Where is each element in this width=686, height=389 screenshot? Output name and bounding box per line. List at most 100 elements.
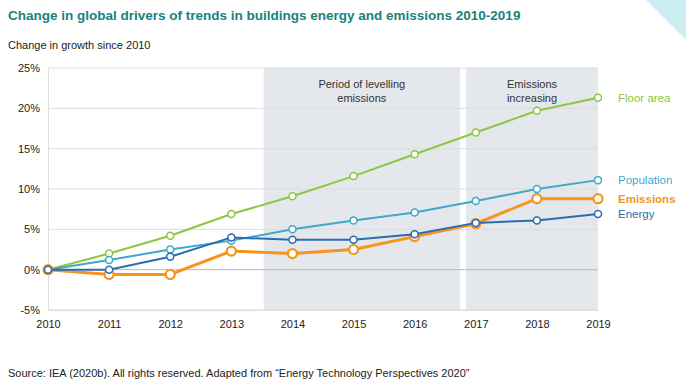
x-tick-label: 2014 <box>281 318 305 330</box>
x-tick-label: 2018 <box>525 318 549 330</box>
x-tick: 2017 <box>464 310 488 330</box>
x-tick-label: 2012 <box>158 318 182 330</box>
series-marker <box>45 266 52 273</box>
series-marker <box>289 236 296 243</box>
series-marker <box>288 249 297 258</box>
annotation-line: Period of levelling <box>318 78 405 90</box>
y-axis-label: Change in growth since 2010 <box>8 39 150 51</box>
series-marker <box>166 270 175 279</box>
y-tick-label: 25% <box>18 62 40 74</box>
y-tick: 5% <box>24 223 48 235</box>
series-marker <box>350 217 357 224</box>
source-note: Source: IEA (2020b). All rights reserved… <box>8 367 470 379</box>
series-marker <box>595 94 602 101</box>
series-marker <box>228 234 235 241</box>
grid-line <box>48 68 598 69</box>
x-tick: 2014 <box>281 310 305 330</box>
grid-line <box>48 229 598 230</box>
y-tick: 20% <box>18 102 48 114</box>
chart: Change in global drivers of trends in bu… <box>0 0 686 389</box>
series-marker <box>349 245 358 254</box>
grid-line <box>48 148 598 149</box>
x-tick-label: 2017 <box>464 318 488 330</box>
x-tick-label: 2019 <box>586 318 610 330</box>
corner-decoration <box>646 0 686 40</box>
y-tick-label: 10% <box>18 183 40 195</box>
series-marker <box>106 266 113 273</box>
y-tick: -5% <box>20 304 48 316</box>
x-tick-label: 2016 <box>403 318 427 330</box>
annotation-line: emissions <box>337 92 386 104</box>
x-tick: 2011 <box>98 310 122 330</box>
series-marker <box>472 129 479 136</box>
series-marker <box>167 253 174 260</box>
series-line <box>48 180 598 270</box>
x-tick: 2018 <box>525 310 549 330</box>
y-tick-label: 15% <box>18 143 40 155</box>
series-marker <box>471 219 480 228</box>
series-marker <box>472 198 479 205</box>
legend-label: Emissions <box>618 193 676 205</box>
grid-line <box>48 189 598 190</box>
series-marker <box>411 151 418 158</box>
annotation-line: increasing <box>507 92 557 104</box>
y-tick: 10% <box>18 183 48 195</box>
series-marker <box>350 236 357 243</box>
series-marker <box>167 246 174 253</box>
x-tick-label: 2013 <box>220 318 244 330</box>
series-line <box>48 214 598 270</box>
series-marker <box>350 173 357 180</box>
series-marker <box>533 217 540 224</box>
x-tick: 2013 <box>220 310 244 330</box>
y-tick-label: 20% <box>18 102 40 114</box>
annotation-text: Emissions increasing <box>507 78 558 104</box>
y-tick-label: 0% <box>24 264 40 276</box>
x-axis-line <box>49 310 599 311</box>
legend-label: Energy <box>618 208 655 220</box>
x-tick: 2010 <box>36 310 60 330</box>
series-marker <box>472 219 479 226</box>
grid-line <box>48 108 598 109</box>
plot-area <box>44 94 603 279</box>
series-marker <box>533 107 540 114</box>
annotation-text: Period of levelling emissions <box>318 78 405 104</box>
series-marker <box>289 226 296 233</box>
series-marker <box>594 194 603 203</box>
series-marker <box>106 256 113 263</box>
series-marker <box>167 232 174 239</box>
series-line <box>48 98 598 270</box>
annotation-line: Emissions <box>507 78 558 90</box>
series-marker <box>45 266 52 273</box>
series-marker <box>595 211 602 218</box>
title: Change in global drivers of trends in bu… <box>8 8 520 23</box>
y-axis: -5% 0% 5% 10% 15% 20% 25% <box>18 62 49 316</box>
series-marker <box>533 186 540 193</box>
y-tick: 15% <box>18 143 48 155</box>
grid <box>48 68 598 310</box>
x-tick: 2012 <box>158 310 182 330</box>
series-line <box>48 199 598 275</box>
x-tick: 2019 <box>586 310 610 330</box>
legend-label: Population <box>618 174 672 186</box>
series-marker <box>411 209 418 216</box>
series-marker <box>228 211 235 218</box>
x-tick-label: 2015 <box>342 318 366 330</box>
legend-label: Floor area <box>618 92 671 104</box>
series-marker <box>411 231 418 238</box>
x-tick: 2015 <box>342 310 366 330</box>
x-tick-label: 2011 <box>98 318 122 330</box>
series-marker <box>532 194 541 203</box>
series-marker <box>289 193 296 200</box>
series-marker <box>227 247 236 256</box>
y-tick-label: 5% <box>24 223 40 235</box>
y-tick: 25% <box>18 62 48 74</box>
grid-line <box>48 310 598 311</box>
grid-line <box>48 269 598 270</box>
y-tick-label: -5% <box>20 304 40 316</box>
series-marker <box>45 266 52 273</box>
series-marker <box>44 265 53 274</box>
x-tick-label: 2010 <box>36 318 60 330</box>
x-axis: 2010 2011 2012 2013 2014 2015 2016 2017 2018 2019 <box>36 310 610 330</box>
x-tick: 2016 <box>403 310 427 330</box>
series-marker <box>595 177 602 184</box>
